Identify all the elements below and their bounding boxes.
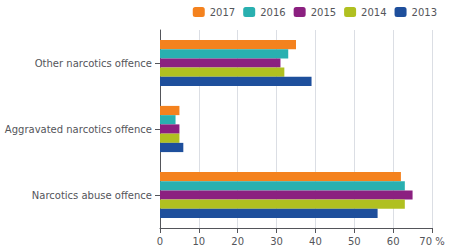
svg-text:Narcotics abuse offence: Narcotics abuse offence [32, 190, 152, 201]
svg-text:50: 50 [348, 236, 361, 247]
svg-text:2017: 2017 [210, 7, 235, 18]
svg-text:10: 10 [192, 236, 205, 247]
svg-text:60: 60 [387, 236, 400, 247]
svg-text:2016: 2016 [260, 7, 285, 18]
svg-text:70 %: 70 % [419, 236, 444, 247]
svg-text:40: 40 [309, 236, 322, 247]
svg-text:Other narcotics offence: Other narcotics offence [35, 58, 152, 69]
svg-text:Aggravated narcotics offence: Aggravated narcotics offence [5, 124, 152, 135]
svg-text:20: 20 [231, 236, 244, 247]
svg-text:30: 30 [270, 236, 283, 247]
svg-text:2015: 2015 [311, 7, 336, 18]
svg-text:0: 0 [157, 236, 163, 247]
svg-text:2014: 2014 [361, 7, 386, 18]
svg-text:2013: 2013 [412, 7, 437, 18]
